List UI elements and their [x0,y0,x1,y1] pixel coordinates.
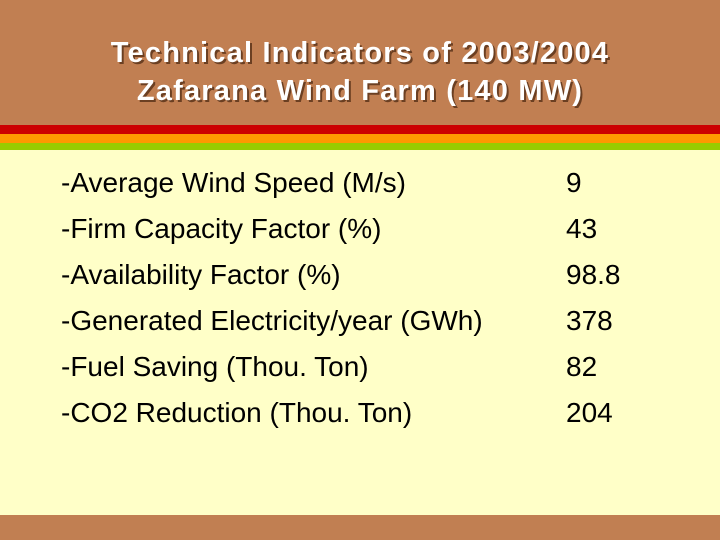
indicator-row: -Average Wind Speed (M/s) 9 [61,160,681,206]
divider-stripe-green [0,143,720,150]
divider-stripe-orange [0,134,720,143]
footer-bar [0,515,720,540]
divider-stripe-red [0,125,720,134]
indicator-label: -CO2 Reduction (Thou. Ton) [61,397,413,428]
indicator-value: 204 [566,397,613,428]
indicator-value: 378 [566,305,613,336]
indicator-row: -Generated Electricity/year (GWh) 378 [61,298,681,344]
indicator-row: -CO2 Reduction (Thou. Ton) 204 [61,390,681,436]
slide-title: Technical Indicators of 2003/2004 Zafara… [110,37,610,107]
indicator-label: -Generated Electricity/year (GWh) [61,305,483,336]
indicator-value: 82 [566,351,598,382]
indicator-label: -Availability Factor (%) [61,259,341,290]
indicator-label: -Firm Capacity Factor (%) [61,213,382,244]
indicator-value: 43 [566,213,598,244]
indicator-row: -Availability Factor (%) 98.8 [61,252,681,298]
indicator-label: -Fuel Saving (Thou. Ton) [61,351,369,382]
indicator-row: -Fuel Saving (Thou. Ton) 82 [61,344,681,390]
indicator-list: -Average Wind Speed (M/s) 9 -Firm Capaci… [61,160,681,436]
indicator-label: -Average Wind Speed (M/s) [61,167,406,198]
title-banner: Technical Indicators of 2003/2004 Zafara… [0,0,720,125]
indicator-value: 98.8 [566,259,621,290]
indicator-value: 9 [566,167,582,198]
indicator-row: -Firm Capacity Factor (%) 43 [61,206,681,252]
